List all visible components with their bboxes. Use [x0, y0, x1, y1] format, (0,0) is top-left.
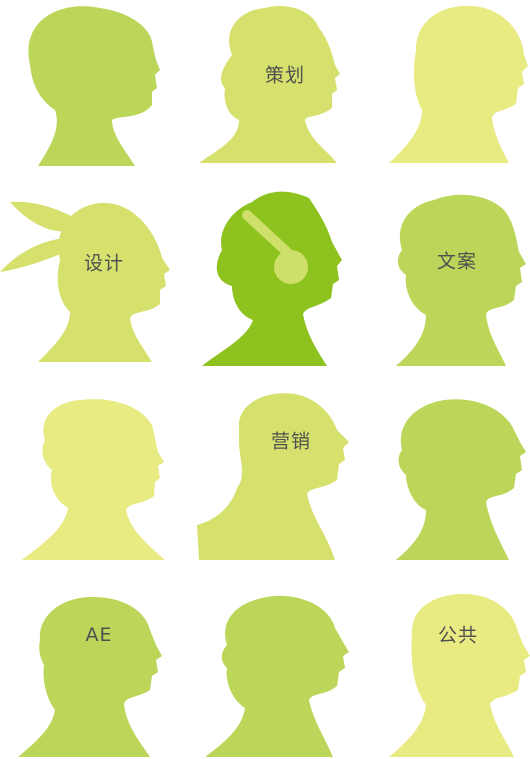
profile-curly-woman: [0, 380, 176, 569]
profile-bald: [354, 0, 530, 189]
head-silhouette: [199, 6, 340, 163]
profile-label: 文案: [436, 250, 478, 273]
profile-quiff: 营销: [177, 380, 353, 569]
headphones-band: [242, 210, 292, 257]
profile-label: 营销: [270, 430, 312, 453]
head-silhouette: [396, 399, 526, 560]
profile-bob: [0, 0, 176, 189]
profile-spiky-2: [177, 570, 353, 759]
head-silhouette: [389, 5, 528, 163]
profile-label: 设计: [83, 252, 125, 275]
profile-ae: AE: [0, 570, 176, 759]
head-silhouette: [205, 595, 349, 757]
profile-label: AE: [85, 624, 113, 646]
profile-bandana: 设计: [0, 190, 176, 379]
head-silhouette: [28, 6, 160, 167]
profile-label: 公共: [437, 624, 479, 647]
profile-public: 公共: [354, 570, 530, 759]
profile-short: [354, 380, 530, 569]
head-silhouette: [22, 399, 165, 560]
profile-spiky: 文案: [354, 190, 530, 379]
head-silhouette: [0, 201, 170, 362]
profile-label: 策划: [264, 64, 306, 87]
profile-headphones: [177, 190, 353, 379]
head-silhouette: [202, 191, 342, 366]
profile-curly: 策划: [177, 0, 353, 189]
head-silhouette: [389, 594, 530, 757]
headphones-icon: [274, 250, 308, 284]
head-silhouette: [18, 596, 162, 757]
head-silhouette: [197, 393, 349, 560]
head-silhouette: [396, 194, 526, 366]
